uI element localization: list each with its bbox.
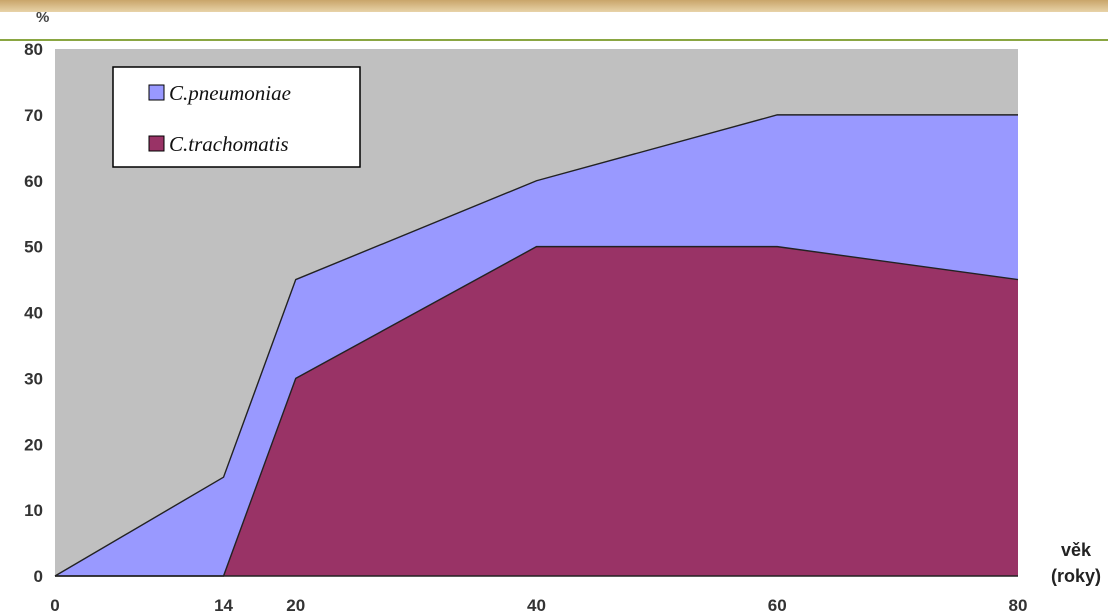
legend: C.pneumoniae C.trachomatis (112, 66, 361, 168)
top-divider-line (0, 39, 1108, 41)
x-tick-label: 14 (214, 596, 233, 612)
x-tick-label: 80 (1009, 596, 1028, 612)
top-decoration-band (0, 0, 1108, 12)
y-tick-label: 80 (24, 40, 43, 59)
legend-swatch (148, 84, 165, 101)
y-tick-label: 30 (24, 369, 43, 388)
x-tick-label: 60 (768, 596, 787, 612)
x-tick-label: 0 (50, 596, 59, 612)
y-tick-label: 60 (24, 172, 43, 191)
y-tick-label: 50 (24, 238, 43, 257)
y-tick-label: 70 (24, 106, 43, 125)
y-tick-label: 0 (34, 567, 43, 586)
x-axis-title-line1: věk (1061, 540, 1092, 560)
legend-label: C.pneumoniae (169, 81, 291, 105)
x-tick-label: 40 (527, 596, 546, 612)
y-tick-label: 40 (24, 304, 43, 323)
y-tick-label: 20 (24, 435, 43, 454)
series-line-0 (54, 114, 1018, 577)
series-area-1 (55, 246, 1018, 576)
x-axis-title-line2: (roky) (1051, 566, 1101, 586)
x-tick-label: 20 (286, 596, 305, 612)
y-axis-unit: % (36, 9, 49, 26)
legend-label: C.trachomatis (169, 132, 289, 156)
legend-swatch (148, 135, 165, 152)
y-tick-label: 10 (24, 501, 43, 520)
